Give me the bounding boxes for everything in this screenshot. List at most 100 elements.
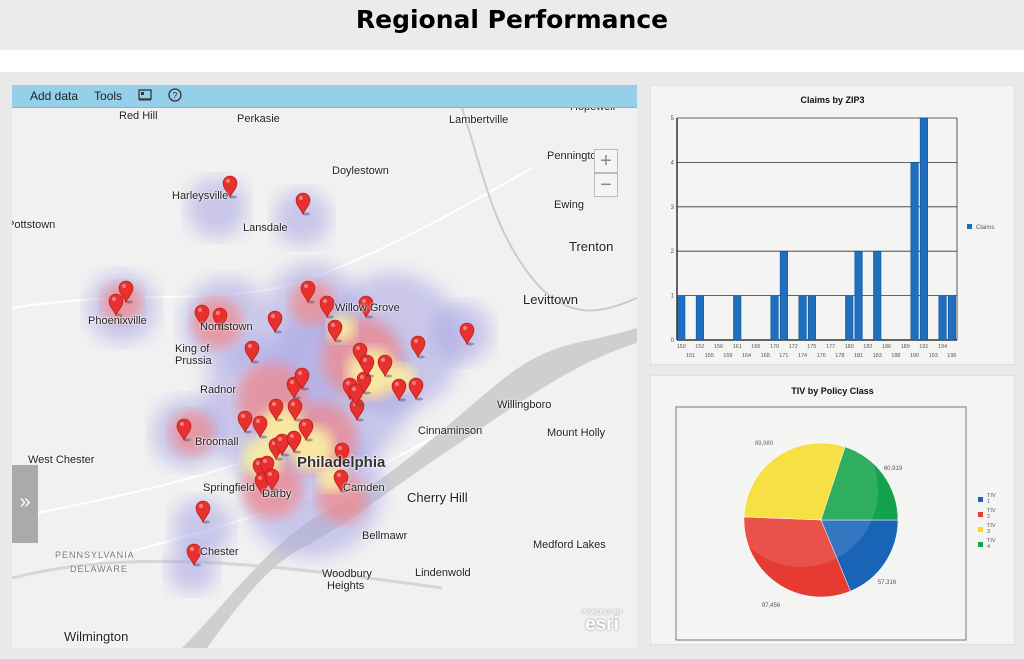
map-marker-icon (319, 295, 335, 319)
map-layer (12, 108, 637, 648)
zoom-out-button[interactable]: − (594, 173, 618, 197)
map-widget[interactable]: Add data Tools ? Red Hill Perkasie Lambert… (12, 85, 637, 648)
pie-slice (820, 446, 899, 521)
x-tick-label: 155 (705, 353, 714, 359)
pie-slice (743, 516, 851, 598)
svg-text:?: ? (173, 90, 178, 100)
zoom-in-button[interactable]: + (594, 149, 618, 173)
bar (695, 295, 704, 341)
x-tick-label: 172 (789, 344, 798, 350)
bar (845, 295, 854, 341)
place-label: Lansdale (243, 222, 288, 234)
place-label: Lindenwold (415, 567, 471, 579)
place-label: Springfield (203, 482, 255, 494)
x-tick-label: 191 (919, 344, 928, 350)
legend-label: TIV (987, 523, 996, 529)
place-label: Broomall (195, 436, 239, 448)
add-data-button[interactable]: Add data (30, 89, 79, 103)
data-label: 57,316 (878, 580, 897, 586)
x-tick-label: 175 (807, 344, 816, 350)
place-label: Pottstown (12, 219, 56, 231)
place-label: Phoenixville (88, 315, 147, 327)
chart-title: TIV by Policy Class (791, 386, 874, 396)
map-marker-icon (295, 192, 311, 216)
x-tick-label: 188 (891, 353, 900, 359)
map-marker-icon (459, 322, 475, 346)
basemap-gallery-icon[interactable] (138, 88, 152, 104)
place-label: Chester (200, 546, 239, 558)
map-marker-icon (274, 433, 290, 457)
map-marker-icon (358, 295, 374, 319)
map-canvas[interactable]: Red HillPerkasieLambertvilleHopewellPenn… (12, 101, 637, 648)
bar (854, 250, 863, 341)
delaware-river (182, 328, 637, 648)
help-icon[interactable]: ? (168, 87, 182, 105)
place-label: Mount Holly (547, 427, 606, 439)
x-tick-label: 180 (845, 344, 854, 350)
pie-slice (743, 442, 846, 521)
x-tick-label: 170 (770, 344, 779, 350)
bar (807, 295, 816, 341)
map-marker-icon (186, 543, 202, 567)
place-label: Cherry Hill (407, 490, 468, 505)
legend-swatch (978, 542, 983, 547)
x-tick-label: 159 (723, 353, 732, 359)
place-label: PENNSYLVANIA (55, 550, 135, 560)
x-tick-label: 176 (817, 353, 826, 359)
x-tick-label: 152 (695, 344, 704, 350)
place-label: Willow Grove (335, 302, 400, 314)
x-tick-label: 177 (826, 344, 835, 350)
y-tick-label: 5 (671, 116, 675, 122)
map-marker-icon (327, 319, 343, 343)
x-tick-label: 161 (733, 344, 742, 350)
place-label: Bellmawr (362, 530, 408, 542)
map-marker-icon (294, 367, 310, 391)
map-marker-icon (333, 469, 349, 493)
map-marker-icon (287, 398, 303, 422)
esri-logo[interactable]: POWERED BY esri (581, 610, 623, 635)
x-tick-label: 181 (854, 353, 863, 359)
header-strip (0, 50, 1024, 72)
map-marker-icon (108, 293, 124, 317)
place-label: Philadelphia (297, 454, 386, 471)
map-marker-icon (212, 307, 228, 331)
chart-title: Claims by ZIP3 (800, 95, 865, 105)
legend-swatch (978, 527, 983, 532)
tools-button[interactable]: Tools (94, 89, 123, 103)
place-label: Medford Lakes (533, 539, 606, 551)
map-marker-icon (334, 442, 350, 466)
map-marker-icon (286, 430, 302, 454)
x-tick-label: 151 (686, 353, 695, 359)
legend-label: 1 (987, 499, 990, 505)
x-tick-label: 194 (938, 344, 947, 350)
heat-blob (274, 190, 330, 246)
data-label: 89,980 (755, 441, 774, 447)
plot-frame (675, 406, 967, 641)
y-tick-label: 2 (671, 249, 675, 255)
legend-label: 2 (987, 514, 990, 520)
place-label: Perkasie (237, 113, 280, 125)
pie-highlight (724, 413, 878, 567)
bar (947, 295, 956, 341)
place-label: Radnor (200, 384, 237, 396)
y-tick-label: 4 (671, 160, 675, 166)
place-label: Wilmington (64, 629, 129, 644)
legend-label: TIV (987, 493, 996, 499)
page-title: Regional Performance (355, 5, 669, 34)
place-label: Camden (343, 482, 385, 494)
expand-panel-button[interactable]: » (12, 465, 38, 543)
place-label: Willingboro (497, 399, 552, 411)
bar (919, 117, 928, 341)
legend-swatch (978, 497, 983, 502)
bar (779, 250, 788, 341)
bar (798, 295, 807, 341)
pie-slice (820, 519, 899, 592)
map-marker-icon (176, 418, 192, 442)
data-label: 97,456 (762, 603, 781, 609)
x-tick-label: 171 (779, 353, 788, 359)
map-marker-icon (264, 468, 280, 492)
zoom-control: + − (594, 149, 618, 197)
x-tick-label: 183 (873, 353, 882, 359)
map-marker-icon (298, 418, 314, 442)
